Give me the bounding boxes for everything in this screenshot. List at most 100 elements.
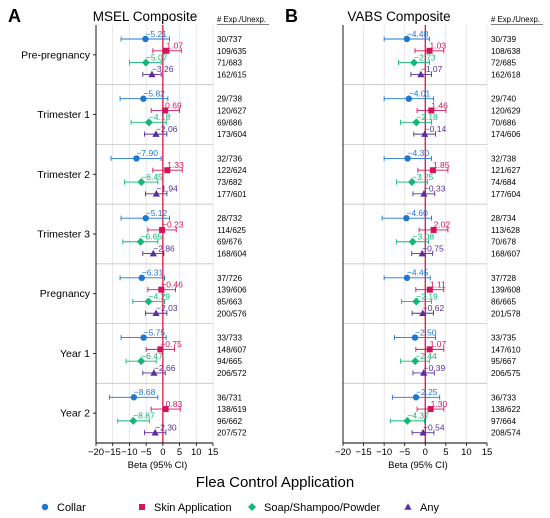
point-circle: [404, 155, 411, 162]
point-circle: [403, 214, 410, 222]
estimate-label: −2.06: [156, 124, 178, 134]
group-trimester-1: −4.01 29/740 1.46 120/629 −2.18 70/686 −0.14 17…: [383, 89, 521, 139]
point-square: [158, 286, 165, 293]
point-triangle: [152, 130, 160, 137]
estimate-label: −4.60: [406, 208, 428, 218]
point-square: [426, 47, 433, 54]
counts-value: 37/726: [217, 274, 242, 283]
legend-marker-square: [139, 504, 145, 510]
estimate-label: −0.54: [423, 422, 445, 432]
group-label: Year 2: [60, 408, 90, 420]
estimate-label: −6.31: [142, 268, 164, 278]
point-triangle: [418, 249, 426, 257]
counts-value: 120/627: [217, 107, 247, 116]
legend-entry-collar: Collar: [41, 502, 86, 514]
x-axis-label: Beta (95% CI): [388, 460, 448, 471]
point-square: [430, 226, 437, 233]
estimate-label: −1.94: [156, 184, 178, 194]
x-tick-label: 10: [461, 447, 472, 458]
estimate-label: −7.90: [136, 148, 158, 158]
point-square: [428, 107, 435, 114]
group-label: Pre-pregnancy: [21, 49, 91, 61]
point-circle: [133, 155, 140, 162]
group-label: Trimester 2: [37, 169, 90, 181]
x-tick-label: 15: [482, 447, 493, 458]
point-diamond: [136, 237, 145, 246]
counts-value: 207/572: [217, 429, 247, 438]
point-square: [163, 47, 170, 54]
point-square: [162, 107, 169, 114]
estimate-label: −0.33: [424, 184, 446, 194]
counts-value: 138/619: [217, 405, 247, 414]
legend-entries: Collar Skin Application Soap/Shampoo/Powde…: [41, 502, 439, 514]
legend: Flea Control Application Collar Skin Appl…: [41, 474, 439, 514]
counts-value: 177/604: [491, 190, 521, 199]
point-triangle: [421, 130, 429, 137]
counts-value: 147/610: [491, 345, 521, 354]
counts-value: 201/578: [491, 309, 521, 318]
counts-value: 206/572: [217, 369, 247, 378]
group-label: Pregnancy: [40, 288, 91, 300]
estimate-label: −3.08: [413, 232, 435, 242]
x-tick-label: −15: [105, 447, 121, 458]
point-triangle: [420, 190, 428, 197]
counts-header: # Exp./Unexp.: [491, 15, 540, 24]
x-tick-label: −20: [88, 447, 104, 458]
counts-value: 177/601: [217, 190, 247, 199]
counts-value: 162/618: [491, 70, 521, 79]
point-circle: [142, 35, 149, 43]
estimate-label: −2.18: [416, 112, 438, 122]
x-tick-label: −5: [399, 447, 410, 458]
estimate-label: −0.39: [424, 363, 446, 373]
estimate-label: −6.45: [141, 172, 163, 182]
counts-value: 139/606: [217, 286, 247, 295]
x-tick-label: 0: [423, 447, 428, 458]
point-diamond: [410, 58, 419, 67]
point-triangle: [419, 309, 427, 317]
estimate-label: −4.29: [149, 291, 171, 301]
group-year-1: −2.50 33/735 1.07 147/610 −2.44 95/667 −0.39 20…: [393, 327, 521, 378]
legend-marker-diamond: [248, 503, 256, 511]
estimate-label: −3.26: [152, 64, 174, 74]
panel-letter: B: [285, 6, 298, 26]
counts-value: 168/604: [217, 250, 247, 259]
estimate-label: 1.30: [431, 399, 448, 409]
counts-value: 208/574: [491, 429, 521, 438]
estimate-label: 1.11: [430, 279, 446, 289]
point-circle: [403, 274, 411, 282]
estimate-label: −5.12: [146, 208, 168, 218]
point-circle: [130, 394, 138, 401]
panel-title: MSEL Composite: [93, 9, 198, 24]
counts-value: 168/607: [491, 250, 521, 259]
point-circle: [140, 95, 147, 102]
counts-value: 37/728: [491, 274, 516, 283]
estimate-label: −2.44: [415, 351, 437, 361]
group-year-2: −2.25 36/733 1.30 138/622 −4.37 97/664 −0.54 20…: [389, 387, 521, 438]
point-square: [426, 346, 433, 353]
estimate-label: −5.82: [143, 89, 165, 99]
counts-value: 28/734: [491, 214, 516, 223]
point-diamond: [408, 237, 417, 246]
group-year-1: Year 1 −5.75 33/733 −0.75 148/607 −6.47 94/665…: [60, 327, 247, 378]
estimate-label: 0.69: [165, 100, 182, 110]
counts-value: 33/733: [217, 334, 242, 343]
point-diamond: [137, 357, 146, 366]
estimate-label: −2.86: [153, 243, 175, 253]
estimate-label: −2.50: [415, 327, 437, 337]
counts-value: 109/635: [217, 47, 247, 56]
x-axis-label: Beta (95% CI): [128, 460, 188, 471]
group-trimester-2: −4.30 32/738 1.85 121/627 −3.25 74/684 −0.33 17…: [383, 148, 521, 199]
group-trimester-3: −4.60 28/734 2.02 113/628 −3.08 70/678 −0.75 16…: [381, 208, 521, 259]
estimate-label: −2.30: [155, 422, 177, 432]
panel-title: VABS Composite: [347, 9, 450, 24]
estimate-label: 2.02: [434, 220, 451, 230]
point-triangle: [150, 369, 158, 376]
legend-entry-skin-application: Skin Application: [139, 502, 232, 514]
counts-value: 148/607: [217, 345, 247, 354]
counts-value: 69/676: [217, 238, 242, 247]
legend-entry-soap-shampoo-powder: Soap/Shampoo/Powder: [248, 502, 381, 514]
estimate-label: −4.37: [407, 411, 429, 421]
counts-value: 32/736: [217, 154, 242, 163]
group-label: Trimester 1: [37, 109, 90, 121]
